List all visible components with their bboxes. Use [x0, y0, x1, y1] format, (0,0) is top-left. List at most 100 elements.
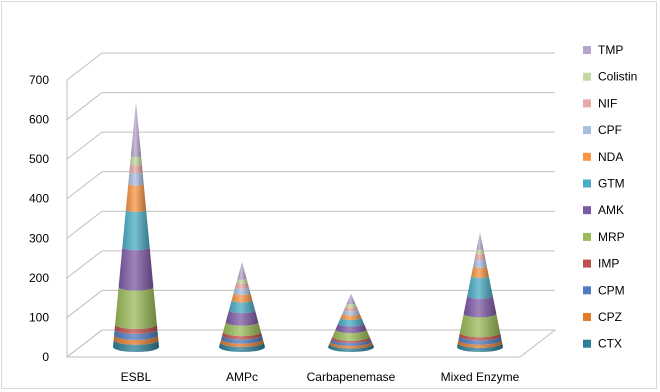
gridline-600: [66, 92, 555, 120]
legend-item-amk: AMK: [583, 203, 624, 217]
cone-ampc: [219, 261, 265, 353]
legend-label: CTX: [598, 337, 622, 351]
cone-segment-imp: [459, 332, 501, 341]
gridline-500: [66, 131, 555, 160]
legend: TMP Colistin NIF CPF NDA GTM AMK MRP IMP CPM CPZ CT…: [583, 43, 637, 351]
legend-label: GTM: [598, 177, 625, 191]
legend-item-imp: IMP: [583, 257, 619, 271]
legend-swatch: [583, 126, 591, 135]
legend-swatch: [583, 339, 591, 348]
cone-segment-tmp: [476, 232, 484, 251]
y-tick-label: 100: [29, 310, 49, 324]
y-axis: 0 100 200 300 400 500 600 700: [29, 52, 555, 364]
cone-segment-gtm: [228, 300, 256, 314]
legend-swatch: [583, 232, 591, 241]
x-tick-label: Carbapenemase: [307, 370, 396, 384]
legend-label: TMP: [598, 43, 623, 57]
cone-segment-nif: [474, 253, 486, 261]
cone-segment-colistin: [130, 156, 142, 166]
cone-segment-nda: [471, 266, 489, 279]
x-axis: ESBL AMPc Carbapenemase Mixed Enzyme: [121, 370, 520, 384]
cone-segment-cpm: [221, 335, 263, 344]
cone-segment-cpz: [220, 339, 264, 348]
legend-label: CPF: [598, 123, 622, 137]
legend-swatch: [583, 72, 591, 81]
cone-segment-nda: [340, 313, 362, 320]
legend-swatch: [583, 46, 591, 54]
legend-label: AMK: [598, 203, 624, 217]
cone-esbl: [113, 101, 159, 353]
cone-segment-cpm: [458, 335, 502, 345]
legend-item-cpf: CPF: [583, 123, 622, 137]
legend-label: NDA: [598, 150, 623, 164]
cone-segment-gtm: [467, 276, 493, 299]
legend-item-cpm: CPM: [583, 283, 625, 297]
y-tick-label: 600: [29, 113, 49, 127]
legend-label: CPZ: [598, 310, 622, 324]
cone-segment-nif: [129, 164, 143, 174]
cone-segment-cpm: [114, 329, 158, 340]
cone-segment-gtm: [338, 317, 364, 327]
legend-item-tmp: TMP: [583, 43, 623, 57]
legend-swatch: [583, 259, 591, 268]
x-tick-label: AMPc: [226, 370, 258, 384]
cone-segment-imp: [114, 324, 158, 334]
cone-segment-cpf: [233, 287, 251, 296]
cone-segment-cpf: [473, 259, 487, 268]
cone-segment-ctx: [113, 339, 159, 353]
cone-segment-imp: [331, 336, 371, 343]
cone-segment-mrp: [332, 329, 370, 341]
gridline-300: [66, 210, 555, 239]
legend-label: Colistin: [598, 70, 637, 84]
gridline-400: [66, 171, 555, 200]
y-tick-label: 300: [29, 231, 49, 245]
cone-segment-amk: [118, 247, 154, 291]
legend-label: NIF: [598, 96, 617, 110]
cone-segment-cpz: [329, 341, 373, 349]
cone-segment-gtm: [122, 209, 150, 251]
cone-segment-ctx: [457, 343, 503, 353]
legend-item-nif: NIF: [583, 96, 617, 110]
cone-segment-amk: [335, 323, 367, 333]
cone-segment-mrp: [223, 322, 261, 337]
y-tick-label: 500: [29, 152, 49, 166]
cone-segment-mrp: [459, 313, 501, 338]
gridline-0: [66, 329, 103, 358]
legend-swatch: [583, 313, 591, 321]
legend-item-gtm: GTM: [583, 177, 625, 191]
gridline-700: [66, 52, 555, 81]
y-tick-label: 0: [42, 350, 49, 364]
cone-carbapenemase: [328, 293, 374, 353]
legend-item-colistin: Colistin: [583, 70, 637, 84]
y-tick-label: 200: [29, 271, 49, 285]
cone-segment-nda: [231, 293, 253, 303]
cone-segment-cpf: [342, 309, 360, 316]
cone-segment-colistin: [475, 249, 485, 255]
cone-segment-nif: [235, 282, 249, 289]
cone-segment-cpm: [330, 338, 372, 346]
legend-swatch: [583, 152, 591, 161]
cone-segment-ctx: [328, 343, 374, 353]
cone-segment-tmp: [346, 293, 356, 305]
cone-segment-cpf: [128, 172, 144, 186]
y-tick-label: 700: [29, 73, 49, 87]
cone-mixed-enzyme: [457, 232, 503, 353]
cone-segment-nif: [344, 306, 358, 312]
cone-segment-ctx: [219, 342, 265, 353]
legend-item-cpz: CPZ: [583, 310, 622, 324]
cone-segment-mrp: [115, 286, 157, 330]
cone-segment-imp: [222, 331, 262, 340]
y-tick-label: 400: [29, 192, 49, 206]
legend-swatch: [583, 206, 591, 215]
legend-swatch: [583, 179, 591, 188]
cone-segment-tmp: [237, 261, 247, 280]
legend-label: MRP: [598, 230, 625, 244]
legend-label: CPM: [598, 283, 625, 297]
cone-segment-colistin: [345, 303, 357, 308]
cone-segment-tmp: [130, 101, 142, 158]
cone-segment-amk: [225, 310, 259, 326]
legend-swatch: [583, 286, 591, 295]
cones: [113, 101, 503, 353]
